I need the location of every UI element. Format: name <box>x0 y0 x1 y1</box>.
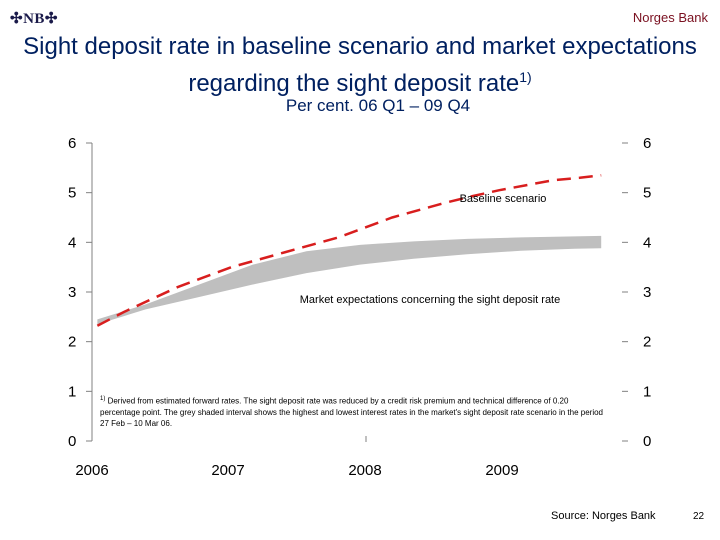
source-text: Source: Norges Bank <box>551 510 656 522</box>
y-tick-label-right: 4 <box>643 234 651 251</box>
y-tick-label-right: 1 <box>643 383 651 400</box>
norges-bank-logo: ✣NB✣ <box>10 9 58 28</box>
footnote-text: Derived from estimated forward rates. Th… <box>100 396 604 428</box>
brand-name: Norges Bank <box>632 10 708 25</box>
y-tick-label-right: 6 <box>643 135 651 152</box>
y-tick-label-left: 2 <box>68 334 76 351</box>
y-tick-label-left: 5 <box>68 185 76 202</box>
y-tick-label-right: 2 <box>643 334 651 351</box>
footnote: 1) Derived from estimated forward rates.… <box>100 394 610 429</box>
baseline-scenario-line <box>96 174 602 327</box>
x-tick-label: 2007 <box>211 462 244 479</box>
market-expectations-label: Market expectations concerning the sight… <box>300 294 560 306</box>
chart-title-text: Sight deposit rate in baseline scenario … <box>23 33 697 97</box>
y-tick-label-left: 3 <box>68 284 76 301</box>
y-tick-label-right: 0 <box>643 433 651 450</box>
x-tick-label: 2009 <box>485 462 518 479</box>
title-footnote-marker: 1) <box>519 69 532 85</box>
market-expectations-band <box>97 235 602 325</box>
logo-ornament-left-icon: ✣ <box>10 11 24 27</box>
x-tick-label: 2008 <box>348 462 381 479</box>
baseline-scenario-label: Baseline scenario <box>460 193 547 205</box>
page-number: 22 <box>693 511 705 522</box>
y-tick-label-left: 0 <box>68 433 76 450</box>
y-tick-label-right: 5 <box>643 185 651 202</box>
chart-title: Sight deposit rate in baseline scenario … <box>0 32 720 99</box>
footnote-marker: 1) <box>100 396 106 402</box>
logo-text: NB <box>23 11 45 27</box>
y-tick-label-left: 6 <box>68 135 76 152</box>
y-tick-label-left: 1 <box>68 383 76 400</box>
chart-subtitle: Per cent. 06 Q1 – 09 Q4 <box>285 96 471 115</box>
x-tick-label: 2006 <box>75 462 108 479</box>
y-tick-label-right: 3 <box>643 284 651 301</box>
y-tick-label-left: 4 <box>68 234 76 251</box>
logo-ornament-right-icon: ✣ <box>44 11 58 27</box>
